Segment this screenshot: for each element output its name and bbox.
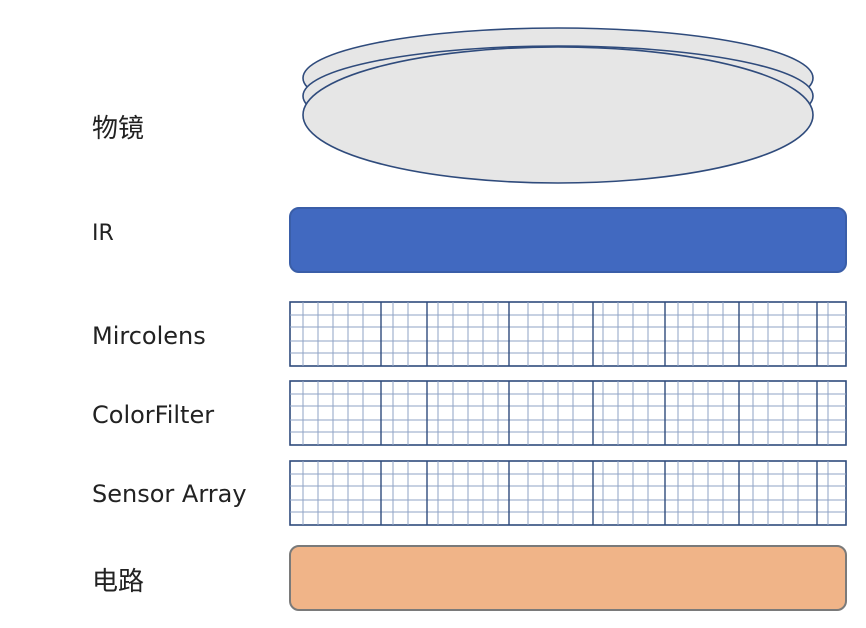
label-circuit: 电路	[92, 567, 145, 597]
ir-filter-bar	[289, 207, 847, 273]
label-sensor-array: Sensor Array	[92, 480, 247, 508]
grid-border	[289, 301, 847, 367]
lens-layer-bottom	[302, 46, 814, 184]
grid-border	[289, 460, 847, 526]
label-microlens: Mircolens	[92, 322, 206, 350]
label-color-filter: ColorFilter	[92, 401, 215, 429]
objective-lens-shape	[302, 27, 814, 184]
color-filter-grid	[289, 380, 847, 446]
microlens-grid	[289, 301, 847, 367]
grid-border	[289, 380, 847, 446]
sensor-array-grid	[289, 460, 847, 526]
label-ir-filter: IR	[92, 221, 114, 246]
label-objective-lens: 物镜	[92, 114, 145, 144]
circuit-board-bar	[289, 545, 847, 611]
